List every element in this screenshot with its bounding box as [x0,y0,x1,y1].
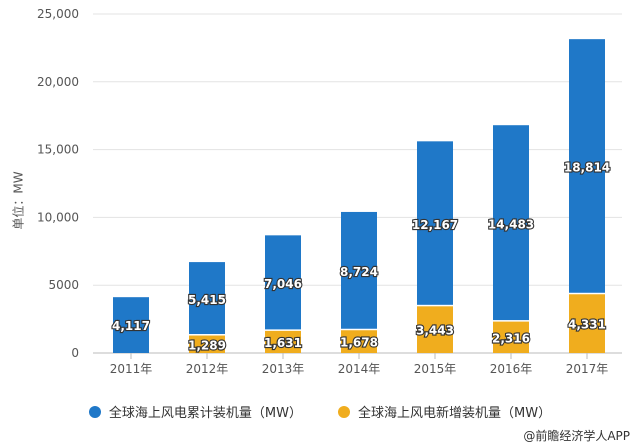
bar-cumulative-2015年 [417,141,453,305]
x-tick-label: 2014年 [338,362,381,376]
legend-label: 全球海上风电累计装机量（MW） [108,406,302,421]
bar-cumulative-2016年 [493,125,529,321]
bar-new-2014年 [341,330,377,353]
data-label-new: 3,443 [416,324,454,338]
data-label-new: 4,331 [568,318,606,332]
bar-new-2015年 [417,306,453,353]
y-tick-label: 10,000 [37,210,79,224]
legend-label: 全球海上风电新增装机量（MW） [358,406,552,421]
data-label-cumulative: 14,483 [488,217,534,231]
bar-new-2013年 [265,330,301,353]
data-label-cumulative: 12,167 [412,218,458,232]
data-label-cumulative: 8,724 [340,265,378,279]
x-tick-label: 2017年 [566,362,609,376]
legend: 全球海上风电累计装机量（MW） 全球海上风电新增装机量（MW） [0,402,640,421]
x-tick-label: 2011年 [110,362,153,376]
data-label-new: 2,316 [492,331,530,345]
data-label-new: 1,631 [264,336,302,350]
x-tick-label: 2013年 [262,362,305,376]
legend-item-new[interactable]: 全球海上风电新增装机量（MW） [338,402,551,421]
legend-item-cumulative[interactable]: 全球海上风电累计装机量（MW） [88,402,302,421]
legend-dot-icon [88,405,101,418]
y-tick-label: 0 [71,346,79,360]
data-label-cumulative: 4,117 [112,319,150,333]
y-tick-label: 25,000 [37,7,79,21]
y-tick-label: 20,000 [37,75,79,89]
bar-new-2012年 [189,335,225,353]
data-label-cumulative: 7,046 [264,277,302,291]
data-label-cumulative: 18,814 [564,161,610,175]
y-tick-label: 5000 [48,278,79,292]
bar-cumulative-2012年 [189,262,225,335]
stacked-bar-chart: 0 5000 10,000 15,000 20,000 25,000 2011年 4,117 2… [37,7,622,376]
x-tick-label: 2016年 [490,362,533,376]
x-tick-label: 2012年 [186,362,229,376]
data-label-cumulative: 5,415 [188,293,226,307]
credit-text: @前瞻经济学人APP [523,429,630,443]
legend-dot-icon [338,405,350,418]
bar-new-2017年 [569,294,605,353]
data-label-new: 1,289 [188,338,226,352]
bar-new-2016年 [493,321,529,353]
x-tick-label: 2015年 [414,362,457,376]
bar-cumulative-2014年 [341,211,377,329]
y-tick-label: 15,000 [37,143,79,157]
bar-cumulative-2013年 [265,235,301,330]
bar-cumulative-2011年 [113,297,149,353]
data-label-new: 1,678 [340,336,378,350]
bar-cumulative-2017年 [569,39,605,293]
